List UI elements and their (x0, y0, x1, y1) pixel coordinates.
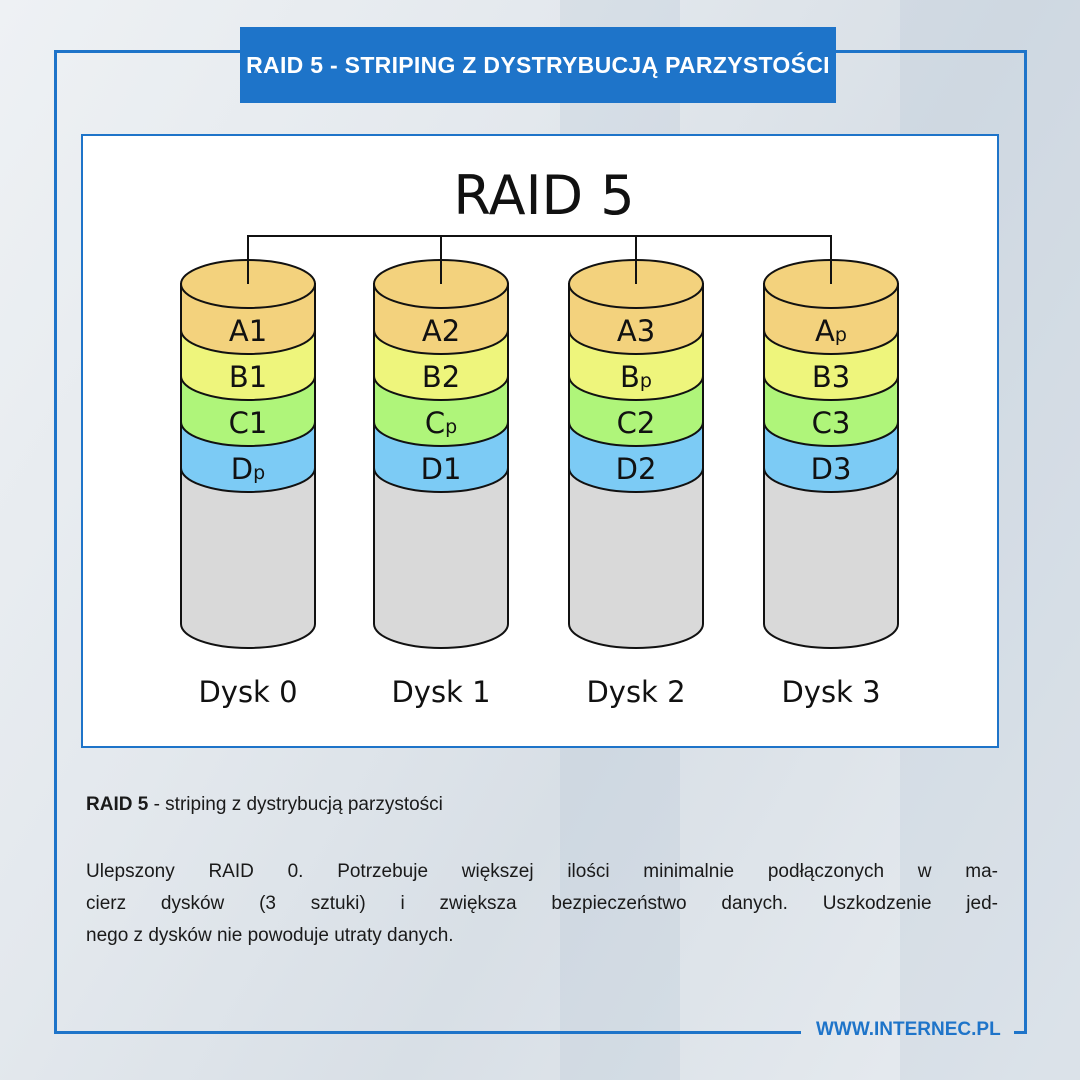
disk-label: Dysk 1 (391, 675, 490, 709)
disk-1: A2 B2 Cp D1 Dysk 1 (373, 236, 509, 709)
disk-0: A1 B1 C1 Dp Dysk 0 (180, 236, 316, 709)
disk-label: Dysk 2 (586, 675, 685, 709)
page-title: RAID 5 - STRIPING Z DYSTRYBUCJĄ PARZYSTO… (240, 27, 836, 103)
frame-top-right (836, 50, 1027, 53)
heading-bold: RAID 5 (86, 794, 149, 815)
block-label: A1 (229, 314, 267, 348)
block-label: Cp (425, 406, 457, 440)
frame-top-left (54, 50, 240, 53)
connector-line (247, 235, 832, 284)
disk-label: Dysk 0 (198, 675, 297, 709)
block-label: Bp (620, 360, 652, 394)
raid-diagram: RAID 5 A1 B1 C1 Dp Dysk 0 A2 B2 Cp D1 Dysk 1 A3 Bp C2… (180, 164, 899, 709)
frame-left (54, 50, 57, 1034)
block-label: C3 (812, 406, 851, 440)
paragraph-line: Ulepszony RAID 0. Potrzebuje większej il… (86, 861, 998, 882)
block-label: A2 (422, 314, 460, 348)
block-label: C1 (229, 406, 268, 440)
disk-3: Ap B3 C3 D3 Dysk 3 (763, 236, 899, 709)
block-label: Ap (815, 314, 847, 348)
description-paragraph: Ulepszony RAID 0. Potrzebuje większej il… (86, 856, 998, 952)
block-label: B1 (229, 360, 267, 394)
disk-empty-space (568, 467, 704, 649)
block-label: C2 (617, 406, 656, 440)
website-link[interactable]: WWW.INTERNEC.PL (816, 1019, 1001, 1040)
block-label: B2 (422, 360, 460, 394)
paragraph-line: nego z dysków nie powoduje utraty danych… (86, 925, 454, 946)
disk-label: Dysk 3 (781, 675, 880, 709)
block-label: Dp (231, 452, 265, 486)
frame-bottom (54, 1031, 801, 1034)
disk-empty-space (763, 467, 899, 649)
frame-right (1024, 50, 1027, 1034)
diagram-title: RAID 5 (453, 164, 634, 227)
disk-empty-space (373, 467, 509, 649)
heading-rest: - striping z dystrybucją parzystości (148, 794, 443, 815)
block-label: D2 (616, 452, 657, 486)
diagram-panel: RAID 5 A1 B1 C1 Dp Dysk 0 A2 B2 Cp D1 Dysk 1 A3 Bp C2… (81, 134, 999, 748)
frame-bottom-end (1014, 1031, 1027, 1034)
disk-2: A3 Bp C2 D2 Dysk 2 (568, 236, 704, 709)
paragraph-line: cierz dysków (3 sztuki) i zwiększa bezpi… (86, 893, 998, 914)
description-heading: RAID 5 - striping z dystrybucją parzysto… (86, 794, 443, 816)
block-label: B3 (812, 360, 850, 394)
block-label: D1 (421, 452, 462, 486)
block-label: D3 (811, 452, 852, 486)
block-label: A3 (617, 314, 655, 348)
disk-empty-space (180, 467, 316, 649)
